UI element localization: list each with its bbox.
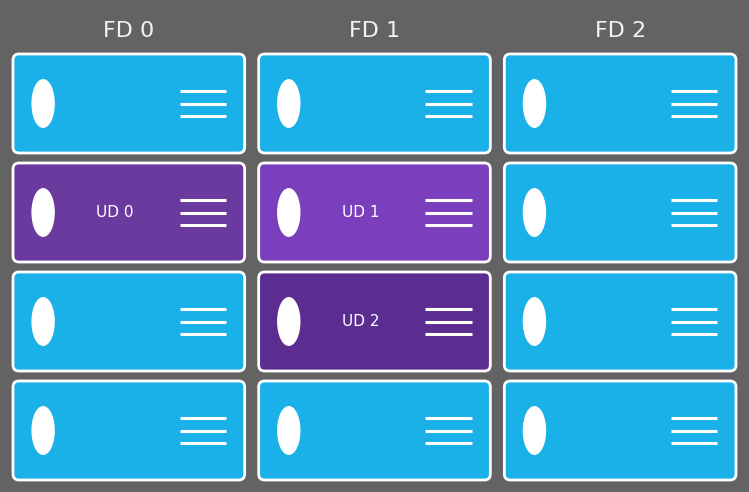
Text: FD 2: FD 2 [595, 21, 646, 41]
FancyBboxPatch shape [504, 54, 736, 153]
Ellipse shape [524, 80, 545, 127]
Ellipse shape [524, 407, 545, 454]
FancyBboxPatch shape [258, 272, 491, 371]
Ellipse shape [32, 189, 54, 236]
Text: UD 1: UD 1 [342, 205, 379, 220]
FancyBboxPatch shape [504, 272, 736, 371]
Text: FD 0: FD 0 [103, 21, 154, 41]
Text: FD 1: FD 1 [349, 21, 400, 41]
FancyBboxPatch shape [258, 381, 491, 480]
Ellipse shape [32, 407, 54, 454]
Ellipse shape [278, 189, 300, 236]
Ellipse shape [278, 407, 300, 454]
Ellipse shape [278, 298, 300, 345]
FancyBboxPatch shape [13, 54, 245, 153]
Ellipse shape [524, 189, 545, 236]
FancyBboxPatch shape [13, 381, 245, 480]
Text: UD 0: UD 0 [96, 205, 133, 220]
Ellipse shape [32, 298, 54, 345]
Ellipse shape [32, 80, 54, 127]
FancyBboxPatch shape [258, 54, 491, 153]
FancyBboxPatch shape [504, 381, 736, 480]
FancyBboxPatch shape [13, 272, 245, 371]
Ellipse shape [278, 80, 300, 127]
FancyBboxPatch shape [504, 163, 736, 262]
FancyBboxPatch shape [258, 163, 491, 262]
FancyBboxPatch shape [13, 163, 245, 262]
Text: UD 2: UD 2 [342, 314, 379, 329]
Ellipse shape [524, 298, 545, 345]
